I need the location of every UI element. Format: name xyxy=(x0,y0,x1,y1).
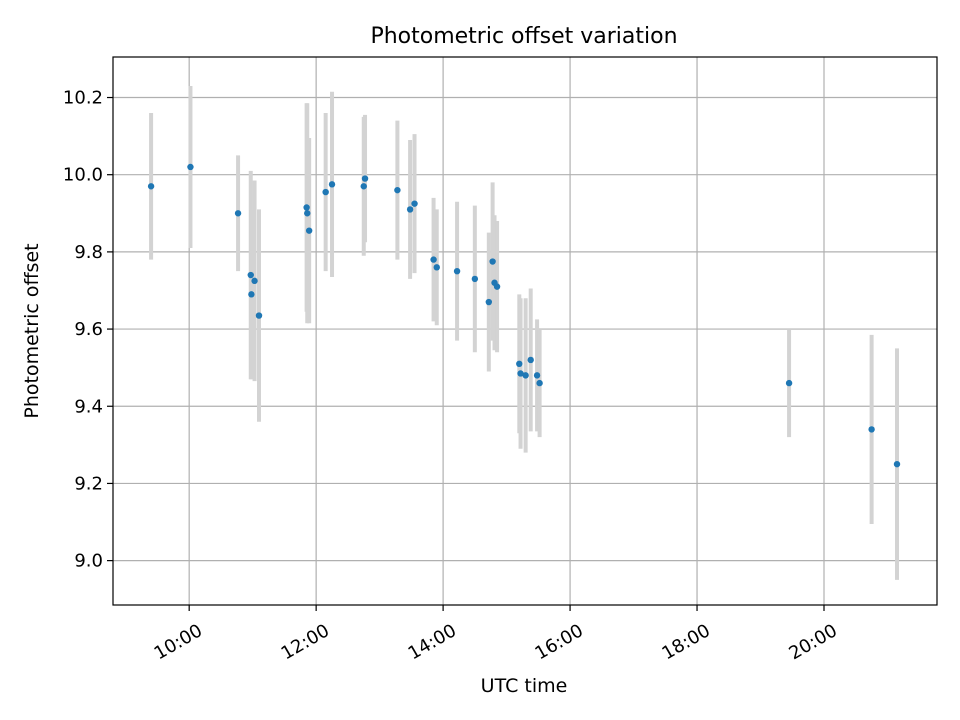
data-point xyxy=(785,379,793,387)
data-point xyxy=(471,275,479,283)
y-tick-label: 9.2 xyxy=(74,473,103,494)
data-point xyxy=(533,372,541,379)
data-point xyxy=(322,188,329,196)
data-points xyxy=(147,163,901,468)
axes-frame xyxy=(112,56,938,606)
data-point xyxy=(247,271,254,279)
data-point xyxy=(411,200,418,207)
y-tick-label: 9.0 xyxy=(74,551,103,572)
data-point xyxy=(893,460,901,468)
data-point xyxy=(868,426,875,433)
data-point xyxy=(394,186,401,194)
y-tick-label: 10.2 xyxy=(63,88,103,109)
y-tick-label: 10.0 xyxy=(63,165,103,186)
data-point xyxy=(433,264,440,271)
data-point xyxy=(187,163,194,171)
data-point xyxy=(328,181,336,188)
data-point xyxy=(147,183,155,190)
data-point xyxy=(516,360,523,368)
data-point xyxy=(360,183,367,190)
data-point xyxy=(493,283,501,290)
data-point xyxy=(303,204,310,211)
data-point xyxy=(527,356,534,364)
data-point xyxy=(489,258,496,265)
data-point xyxy=(234,210,242,217)
chart-title: Photometric offset variation xyxy=(370,24,677,49)
data-point xyxy=(453,267,461,275)
data-point xyxy=(304,210,311,217)
y-tick-label: 9.6 xyxy=(74,319,103,340)
x-axis-label: UTC time xyxy=(481,675,568,697)
y-axis-label: Photometric offset xyxy=(21,243,43,418)
data-point xyxy=(517,370,524,377)
data-point xyxy=(248,291,255,298)
data-point xyxy=(536,379,543,387)
data-point xyxy=(430,256,437,263)
y-tick-label: 9.4 xyxy=(74,396,103,417)
data-point xyxy=(251,277,258,285)
y-tick-label: 9.8 xyxy=(74,242,103,263)
data-point xyxy=(361,175,369,182)
data-point xyxy=(522,372,529,379)
data-point xyxy=(255,312,263,319)
data-point xyxy=(406,206,414,213)
data-point xyxy=(305,227,313,234)
data-point xyxy=(485,298,493,306)
